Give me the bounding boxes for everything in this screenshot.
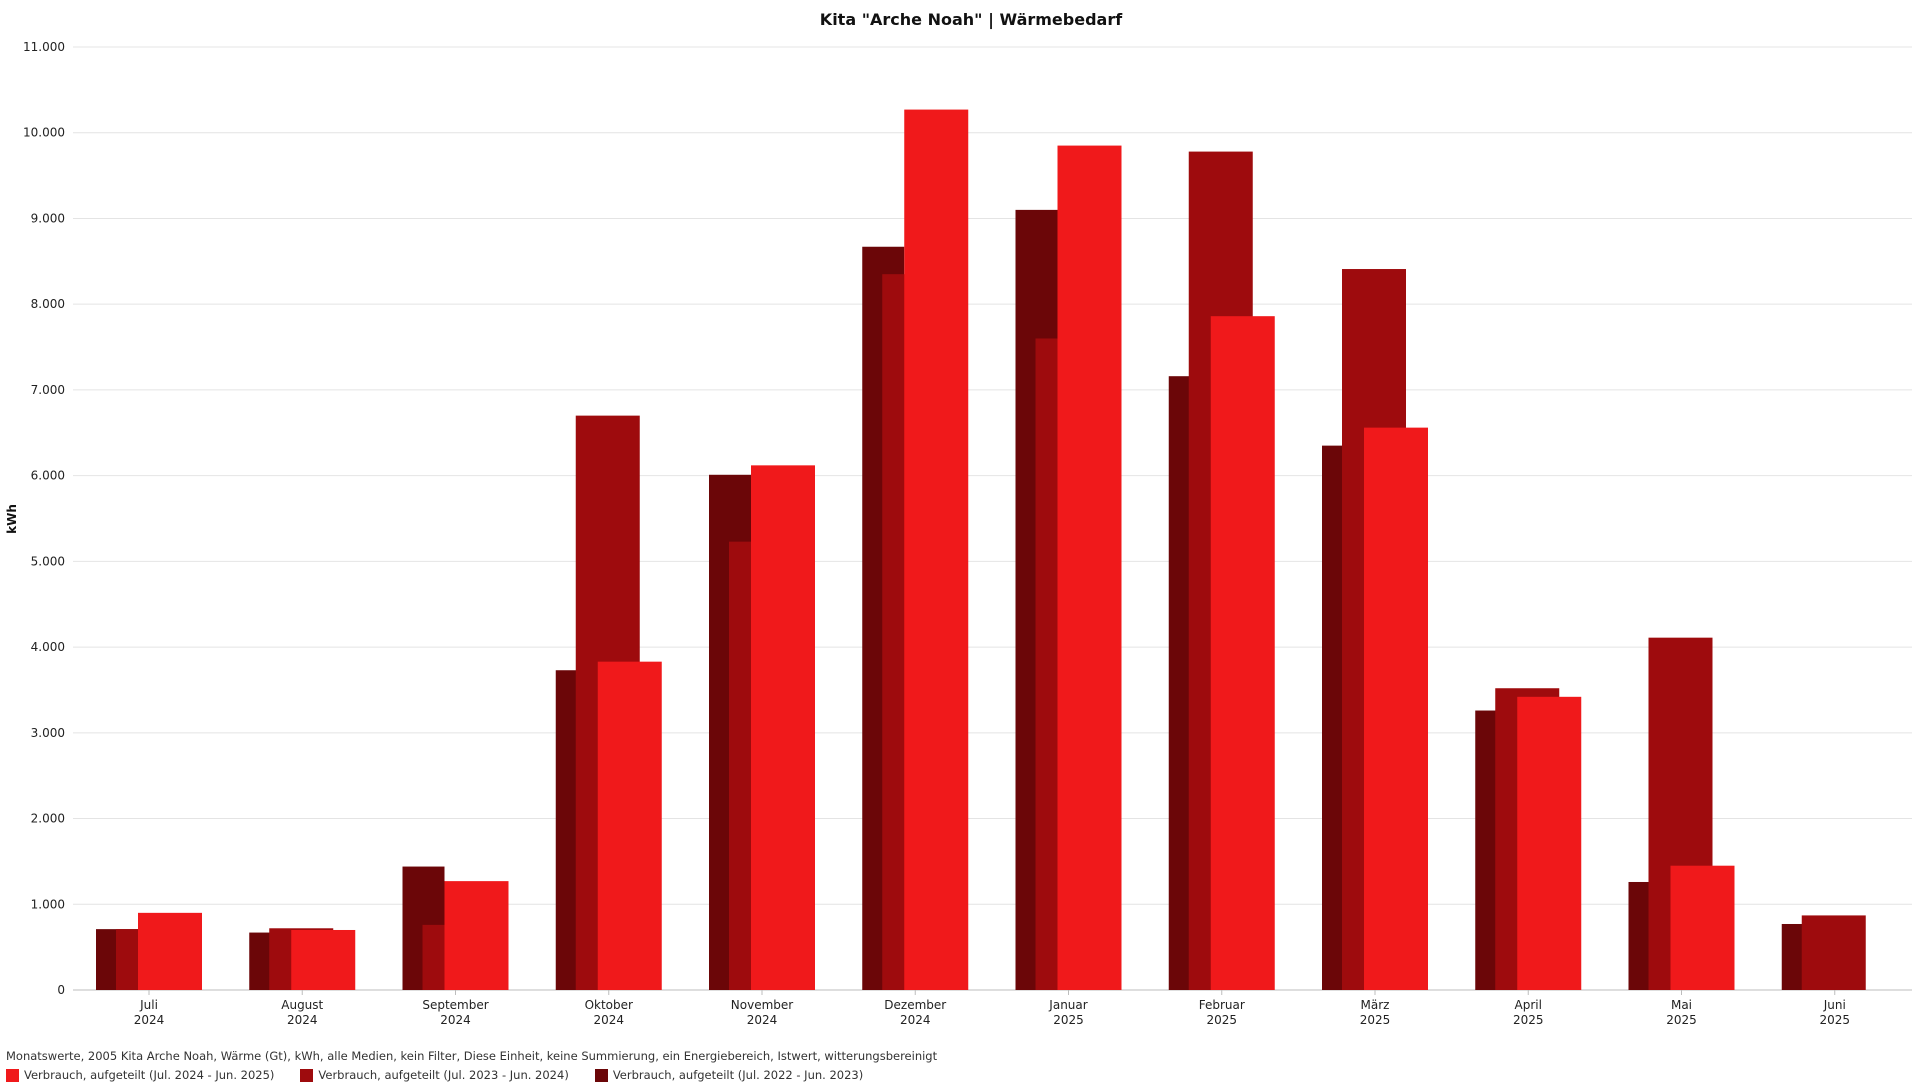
bar-series-2-3[interactable] <box>597 661 662 990</box>
x-tick-label: November <box>731 998 793 1012</box>
legend: Verbrauch, aufgeteilt (Jul. 2024 - Jun. … <box>6 1068 863 1082</box>
bar-series-1-11[interactable] <box>1801 915 1866 990</box>
chart-title: Kita "Arche Noah" | Wärmebedarf <box>820 10 1123 30</box>
y-tick-label: 11.000 <box>23 40 65 54</box>
x-tick-label: Juni <box>1823 998 1846 1012</box>
y-tick-label: 10.000 <box>23 126 65 140</box>
x-tick-label: 2024 <box>593 1013 624 1027</box>
x-tick-label: Mai <box>1671 998 1692 1012</box>
x-tick-label: 2025 <box>1360 1013 1391 1027</box>
legend-item-2023-2024[interactable]: Verbrauch, aufgeteilt (Jul. 2023 - Jun. … <box>300 1068 569 1082</box>
y-axis-label: kWh <box>5 504 19 534</box>
bar-series-2-8[interactable] <box>1364 427 1428 990</box>
legend-swatch <box>300 1068 314 1082</box>
legend-label: Verbrauch, aufgeteilt (Jul. 2024 - Jun. … <box>24 1068 275 1082</box>
y-tick-label: 7.000 <box>31 383 65 397</box>
legend-label: Verbrauch, aufgeteilt (Jul. 2023 - Jun. … <box>318 1068 569 1082</box>
legend-swatch <box>594 1068 608 1082</box>
y-tick-label: 2.000 <box>31 812 65 826</box>
y-tick-label: 8.000 <box>31 297 65 311</box>
x-tick-label: Februar <box>1199 998 1245 1012</box>
x-tick-label: September <box>422 998 488 1012</box>
x-tick-label: 2025 <box>1513 1013 1544 1027</box>
bar-series-2-6[interactable] <box>1057 145 1122 990</box>
x-tick-label: 2025 <box>1053 1013 1084 1027</box>
bar-series-2-1[interactable] <box>291 929 356 990</box>
legend-swatch <box>6 1068 19 1082</box>
x-tick-label: April <box>1515 998 1542 1012</box>
x-tick-label: 2025 <box>1206 1013 1237 1027</box>
x-tick-label: 2024 <box>440 1013 471 1027</box>
x-axis-ticks: Juli2024August2024September2024Oktober20… <box>134 990 1850 1027</box>
bar-series-2-5[interactable] <box>904 109 969 990</box>
y-tick-label: 6.000 <box>31 469 65 483</box>
bar-series-2-0[interactable] <box>138 912 202 990</box>
legend-item-2024-2025[interactable]: Verbrauch, aufgeteilt (Jul. 2024 - Jun. … <box>6 1068 274 1082</box>
x-tick-label: Dezember <box>884 998 946 1012</box>
x-tick-label: August <box>281 998 323 1012</box>
x-tick-label: Juli <box>139 998 158 1012</box>
gridlines <box>73 46 1912 991</box>
x-tick-label: Januar <box>1048 998 1087 1012</box>
x-tick-label: März <box>1361 998 1390 1012</box>
x-tick-label: 2024 <box>900 1013 931 1027</box>
bars <box>96 109 1866 991</box>
legend-label: Verbrauch, aufgeteilt (Jul. 2022 - Jun. … <box>612 1068 864 1082</box>
bar-series-2-9[interactable] <box>1517 696 1582 990</box>
legend-item-2022-2023[interactable]: Verbrauch, aufgeteilt (Jul. 2022 - Jun. … <box>594 1068 864 1082</box>
x-tick-label: 2024 <box>747 1013 778 1027</box>
y-tick-label: 5.000 <box>31 554 65 568</box>
y-tick-label: 3.000 <box>31 726 65 740</box>
y-tick-label: 9.000 <box>31 211 65 225</box>
y-tick-label: 4.000 <box>31 640 65 654</box>
bar-series-2-10[interactable] <box>1670 865 1735 990</box>
y-tick-label: 0 <box>57 983 65 997</box>
x-tick-label: 2024 <box>287 1013 318 1027</box>
x-tick-label: Oktober <box>585 998 633 1012</box>
y-tick-label: 1.000 <box>31 897 65 911</box>
bar-series-2-4[interactable] <box>751 465 815 990</box>
chart-footnote: Monatswerte, 2005 Kita Arche Noah, Wärme… <box>6 1049 938 1063</box>
x-tick-label: 2024 <box>134 1013 165 1027</box>
x-tick-label: 2025 <box>1819 1013 1850 1027</box>
bar-series-2-2[interactable] <box>444 881 509 990</box>
bar-series-2-7[interactable] <box>1210 316 1275 991</box>
y-axis-ticks: 0 1.000 2.000 3.000 4.000 5.000 6.000 7.000 8.00… <box>23 40 65 997</box>
x-tick-label: 2025 <box>1666 1013 1697 1027</box>
